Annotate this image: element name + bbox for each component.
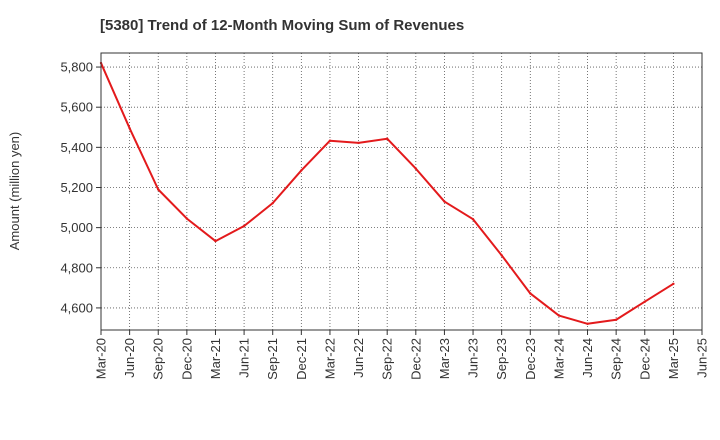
data-point [586, 322, 589, 325]
data-point [271, 201, 274, 205]
y-tick-label: 5,000 [60, 220, 93, 235]
data-point [328, 139, 332, 142]
y-tick-label: 5,800 [60, 60, 93, 75]
y-tick-label: 5,200 [60, 180, 93, 195]
data-point [614, 318, 618, 321]
x-tick-label: Mar-22 [322, 338, 337, 379]
data-point [128, 127, 131, 130]
grid-lines [100, 53, 703, 330]
x-tick-label: Sep-20 [151, 338, 166, 380]
data-point [672, 282, 675, 286]
y-axis-label: Amount (million yen) [7, 132, 22, 251]
data-point [185, 217, 189, 220]
data-point [242, 224, 246, 228]
y-tick-label: 5,600 [60, 100, 93, 115]
x-tick-label: Dec-24 [637, 338, 652, 380]
x-tick-label: Dec-23 [523, 338, 538, 380]
x-tick-label: Sep-23 [494, 338, 509, 380]
y-tick-label: 5,400 [60, 140, 93, 155]
x-axis-ticks: Mar-20 Jun-20 Sep-20 Dec-20 Mar-21 Jun-21 Sep-… [94, 330, 710, 380]
x-tick-label: Dec-22 [408, 338, 423, 380]
x-tick-label: Mar-21 [208, 338, 223, 379]
data-point [157, 188, 160, 191]
data-point [414, 167, 418, 170]
x-tick-label: Dec-21 [294, 338, 309, 380]
data-point [643, 300, 646, 303]
x-tick-label: Dec-20 [179, 338, 194, 380]
x-tick-label: Jun-25 [695, 338, 710, 378]
x-tick-label: Mar-23 [437, 338, 452, 379]
y-tick-label: 4,800 [60, 260, 93, 275]
y-axis-ticks: 4,600 4,800 5,000 5,200 5,400 5,600 5,800 [60, 60, 101, 315]
x-tick-label: Jun-22 [351, 338, 366, 378]
data-point [214, 239, 217, 243]
data-point [471, 218, 475, 221]
x-tick-label: Sep-22 [380, 338, 395, 380]
x-tick-label: Jun-20 [122, 338, 137, 378]
x-tick-label: Jun-21 [237, 338, 252, 378]
x-tick-label: Jun-24 [580, 338, 595, 378]
x-tick-label: Sep-24 [609, 338, 624, 380]
data-point [385, 137, 389, 140]
data-point [300, 169, 303, 172]
x-tick-label: Mar-24 [551, 338, 566, 379]
chart-title: [5380] Trend of 12-Month Moving Sum of R… [100, 17, 464, 34]
x-tick-label: Mar-25 [666, 338, 681, 379]
x-tick-label: Jun-23 [466, 338, 481, 378]
x-tick-label: Mar-20 [94, 338, 109, 379]
data-point [357, 141, 360, 145]
data-point [557, 314, 561, 317]
data-point [500, 254, 503, 257]
data-point [443, 200, 446, 203]
series-lines [99, 61, 675, 325]
data-point [529, 292, 532, 295]
x-tick-label: Sep-21 [265, 338, 280, 380]
y-tick-label: 4,600 [60, 300, 93, 315]
plot-area-frame [100, 52, 703, 331]
